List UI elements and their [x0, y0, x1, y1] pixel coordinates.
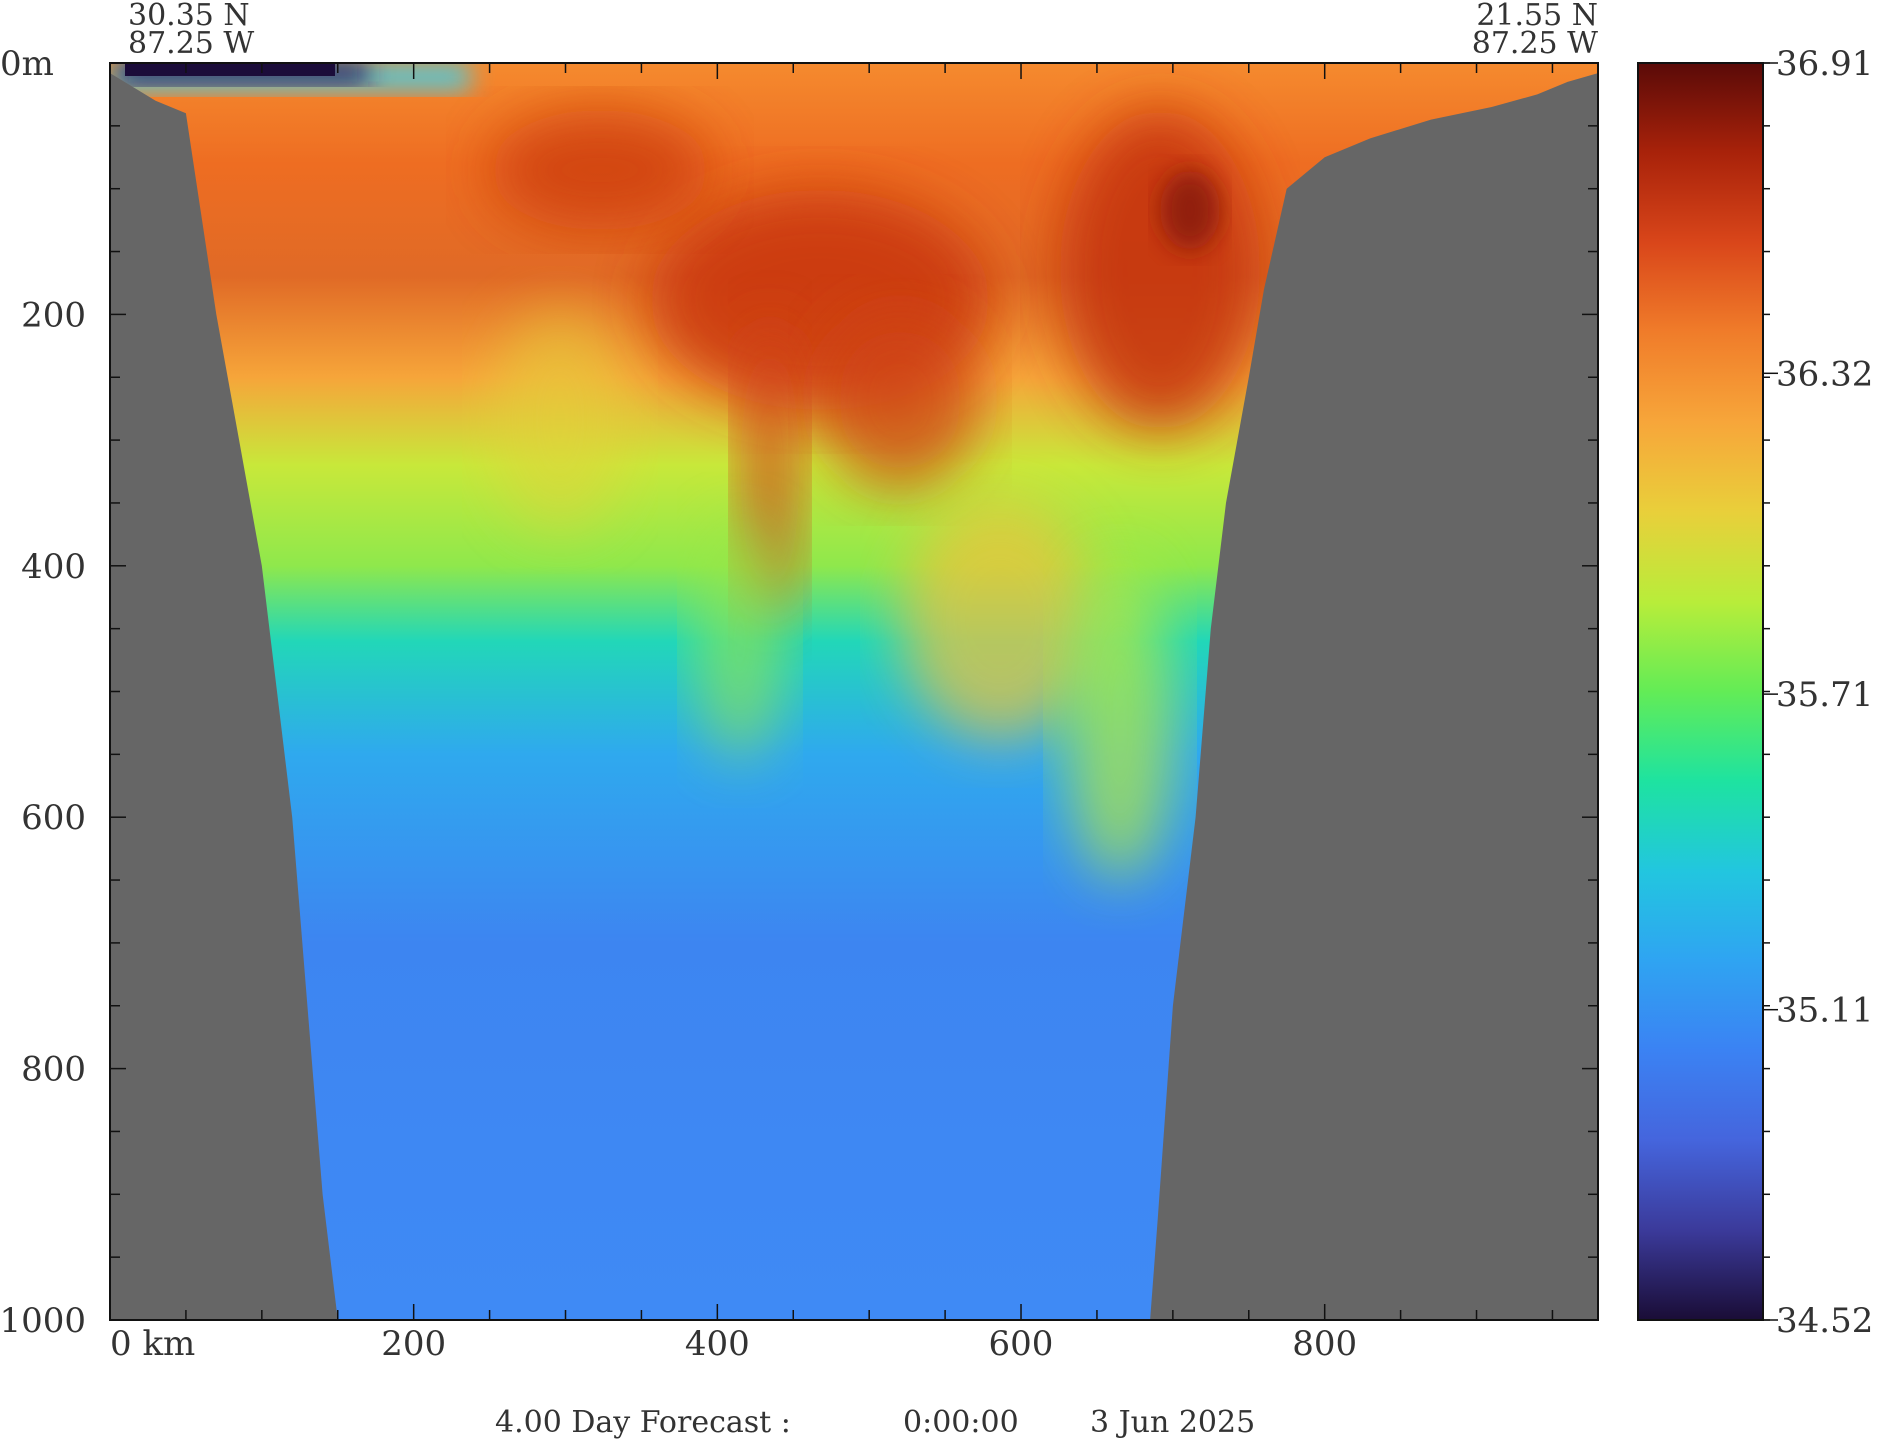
right-lat: 21.55 N	[1476, 0, 1598, 33]
corner-label-left: 30.35 N 87.25 W	[128, 0, 254, 61]
left-lon: 87.25 W	[128, 26, 254, 61]
forecast-time: 0:00:00	[903, 1405, 1019, 1440]
salinity-core-5	[490, 110, 710, 230]
y-tick-label: 200	[21, 295, 86, 335]
y-tick-label: 600	[21, 798, 86, 838]
colorbar-swatch	[1637, 62, 1764, 1321]
x-axis: 0 km 200 400 600 800	[110, 1324, 1357, 1364]
forecast-label: 4.00 Day Forecast :	[495, 1405, 791, 1440]
colorbar: 36.91 36.32 35.71 35.11 34.52	[1637, 44, 1873, 1341]
plot-area	[109, 62, 1599, 1321]
right-lon: 87.25 W	[1472, 26, 1598, 61]
left-lat: 30.35 N	[128, 0, 250, 33]
axis-ticks	[110, 63, 1598, 1320]
salinity-core-2	[820, 310, 980, 490]
colorbar-tick-label: 34.52	[1776, 1301, 1873, 1341]
x-tick-label: 200	[381, 1324, 446, 1364]
y-tick-label: 800	[21, 1050, 86, 1090]
x-tick-label: 800	[1292, 1324, 1357, 1364]
fresh-surface-core-dark	[125, 64, 335, 76]
salinity-tongue-2	[900, 500, 1100, 740]
salinity-tongue-4	[695, 520, 785, 760]
land-mask-right	[1150, 73, 1598, 1320]
colorbar-tick-label: 35.11	[1776, 991, 1873, 1031]
x-tick-label: 600	[989, 1324, 1054, 1364]
y-tick-label: 400	[21, 547, 86, 587]
y-axis: 0m 200 400 600 800 1000	[0, 44, 86, 1341]
x-tick-label: 400	[685, 1324, 750, 1364]
colorbar-tick-label: 36.32	[1776, 354, 1873, 394]
salinity-core-4	[1160, 170, 1220, 250]
land-mask-left	[110, 73, 338, 1320]
salinity-tongue-5	[490, 310, 630, 530]
y-axis-top-label: 0m	[0, 44, 54, 84]
salinity-core-3	[1060, 110, 1260, 430]
colorbar-tick-label: 35.71	[1776, 675, 1873, 715]
y-tick-label: 1000	[0, 1301, 86, 1341]
salinity-features	[110, 63, 1260, 880]
colorbar-tick-label: 36.91	[1776, 44, 1873, 84]
forecast-footer: 4.00 Day Forecast : 0:00:00 3 Jun 2025	[495, 1405, 1255, 1440]
x-axis-unit-label: 0 km	[110, 1324, 195, 1364]
forecast-date: 3 Jun 2025	[1090, 1405, 1255, 1440]
salinity-tongue-3	[1065, 560, 1175, 880]
corner-label-right: 21.55 N 87.25 W	[1472, 0, 1598, 61]
